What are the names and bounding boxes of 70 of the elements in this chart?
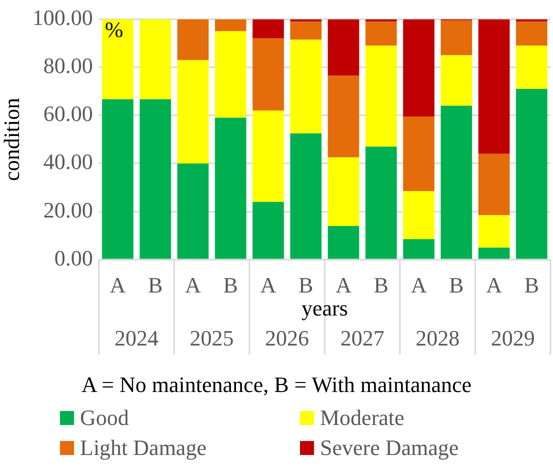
- bar: [516, 22, 548, 46]
- y-tick-label: 60.00: [43, 101, 93, 126]
- x-tick-label: B: [449, 272, 464, 298]
- bar: [365, 22, 397, 46]
- bar: [478, 248, 510, 259]
- bar: [177, 163, 209, 259]
- text: 2025: [190, 325, 234, 350]
- x-tick-label: A: [110, 272, 126, 298]
- bar: [516, 88, 548, 259]
- bar: [440, 20, 472, 56]
- y-tick-label: 40.00: [43, 149, 93, 174]
- bar: [177, 60, 209, 164]
- bar: [478, 154, 510, 216]
- x-tick-label: A: [410, 272, 427, 298]
- bar: [403, 239, 434, 259]
- x-tick-label: B: [298, 272, 314, 298]
- legend-label: Good: [80, 405, 129, 431]
- text: 2027: [340, 325, 384, 350]
- bar: [328, 76, 360, 158]
- bar: [290, 40, 322, 134]
- y-tick-label: 80.00: [43, 53, 93, 78]
- bar: [252, 38, 284, 111]
- y-tick-label: 100.00: [32, 4, 93, 30]
- bar: [140, 19, 172, 100]
- bar: [214, 31, 246, 118]
- bar: [440, 55, 472, 106]
- bar: [365, 46, 397, 147]
- bar: [328, 19, 360, 76]
- bar: [478, 215, 510, 248]
- legend-label: Moderate: [320, 405, 404, 431]
- x-tick-label: A: [336, 272, 352, 298]
- bar: [102, 19, 134, 100]
- bar: [403, 191, 434, 240]
- x-tick-label: B: [223, 272, 238, 298]
- y-tick-label: 0.00: [54, 245, 93, 270]
- bar: [290, 133, 322, 259]
- text: 2028: [416, 325, 460, 350]
- bar: [214, 19, 246, 32]
- y-tick-label: 20.00: [43, 197, 93, 222]
- bar: [328, 157, 360, 226]
- bar: [252, 202, 284, 259]
- bar: [252, 19, 284, 38]
- x-axis-title: years: [301, 295, 348, 320]
- bar: [214, 118, 246, 259]
- legend-label: Light Damage: [80, 435, 206, 461]
- x-tick-label: A: [486, 272, 502, 298]
- bar: [403, 19, 434, 117]
- bar: [252, 110, 284, 202]
- legend-title: A = No maintenance, B = With maintanance: [80, 372, 473, 398]
- x-tick-label: A: [260, 272, 276, 298]
- x-tick-label: B: [148, 272, 163, 298]
- bar: [328, 226, 360, 259]
- bar: [478, 19, 510, 154]
- bar: [403, 116, 434, 192]
- x-tick-label: B: [374, 272, 388, 298]
- bar: [102, 99, 134, 259]
- bar: [365, 146, 397, 259]
- bar: [440, 106, 472, 259]
- bar: [516, 46, 548, 89]
- bar: [177, 19, 209, 60]
- bar: [290, 22, 322, 40]
- y-axis-title: condition: [0, 98, 24, 181]
- text: 2029: [490, 325, 535, 350]
- text: 2024: [114, 325, 159, 350]
- x-tick-label: A: [185, 272, 202, 298]
- annotation: %: [104, 16, 124, 42]
- legend-label: Severe Damage: [320, 435, 459, 461]
- bar: [140, 99, 172, 259]
- x-tick-label: B: [524, 272, 540, 298]
- text: 2026: [265, 325, 310, 350]
